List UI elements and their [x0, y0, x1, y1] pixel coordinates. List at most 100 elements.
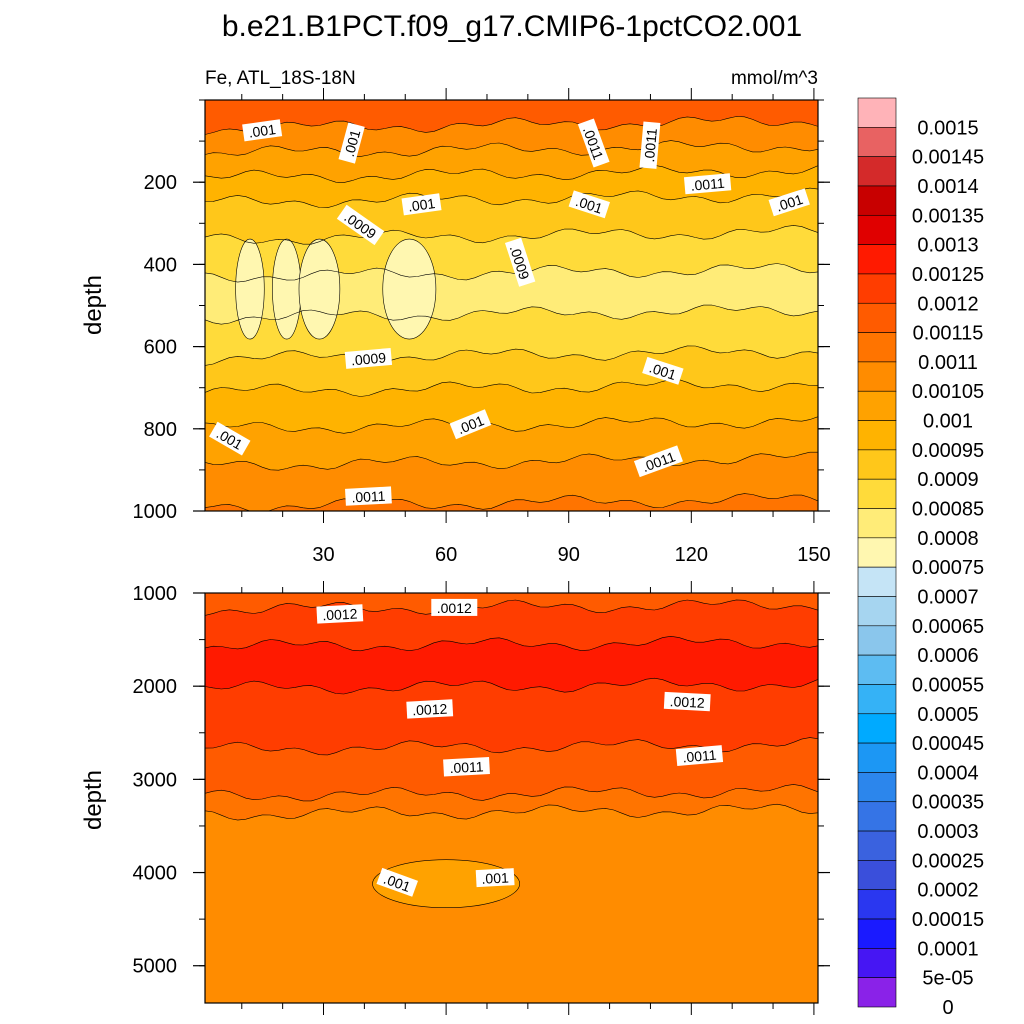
contour-line [205, 116, 818, 135]
lower-ylabel: depth [80, 770, 107, 830]
contour-line [205, 416, 818, 434]
colorbar-swatch [857, 772, 897, 803]
colorbar-label: 0.0012 [917, 293, 978, 315]
colorbar-label: 0.0005 [917, 704, 978, 726]
contour-label-text: .001 [481, 869, 509, 886]
colorbar-label: 0.00025 [912, 850, 984, 872]
colorbar-swatch [857, 830, 897, 861]
colorbar-swatch [857, 860, 897, 891]
colorbar-label: 0.00075 [912, 557, 984, 579]
contour-label-box [209, 421, 251, 456]
colorbar-label: 0.0002 [917, 880, 978, 902]
colorbar-label: 0.00015 [912, 909, 984, 931]
colorbar-label: 0.0014 [917, 176, 978, 198]
contour-label-text: .0012 [322, 606, 358, 624]
contour-label-box [568, 190, 610, 219]
colorbar-label: 0.00145 [912, 147, 984, 169]
colorbar-label: 0 [942, 997, 953, 1019]
upper-ylabel: depth [80, 275, 107, 335]
colorbar-label: 0.00115 [913, 323, 984, 345]
contour-label-box [338, 122, 365, 164]
y-tick-label: 800 [144, 419, 177, 441]
contour-label-box [683, 173, 732, 195]
contour-label-box [504, 237, 536, 287]
x-tick-label: 150 [797, 544, 830, 566]
contour-label-box [443, 757, 490, 777]
y-tick-label: 2000 [133, 676, 178, 698]
contour-line [205, 164, 818, 183]
lower-panel: .0012.0012.0012.0012.0011.0011.001.001 1… [80, 581, 830, 1015]
y-tick-label: 600 [144, 337, 177, 359]
contour-label-text: .0011 [449, 758, 484, 776]
contour-label-box [345, 486, 392, 506]
contour-label: .0011 [443, 757, 490, 777]
contour-label-box [406, 699, 454, 719]
colorbar-swatch [857, 713, 897, 744]
y-tick-label: 400 [144, 254, 177, 276]
contour-label-box [633, 445, 683, 478]
contour-label-text: .0011 [690, 175, 725, 194]
colorbar-label: 0.001 [923, 411, 973, 433]
contour-label-box [344, 347, 393, 369]
contour-core [272, 238, 302, 340]
colorbar-label: 0.00065 [912, 616, 984, 638]
colorbar-label: 0.00095 [912, 440, 984, 462]
contour-label: .0012 [663, 691, 711, 712]
colorbar-label: 0.0004 [917, 762, 978, 784]
contour-line [205, 451, 818, 471]
contour-label: .001 [338, 122, 365, 164]
colorbar: 0.0015 0.00145 0.0014 0.00135 0.0013 0.00125 0… [857, 97, 984, 1019]
contour-label-box [642, 356, 684, 385]
colorbar-label: 5e-05 [922, 968, 973, 990]
colorbar-swatch [857, 889, 897, 920]
contour-label-box [639, 121, 661, 169]
contour-core [235, 238, 265, 340]
contour-band [205, 493, 818, 511]
contour-label-box [475, 868, 515, 888]
chart-title: b.e21.B1PCT.f09_g17.CMIP6-1pctCO2.001 [222, 10, 802, 43]
colorbar-swatch [857, 625, 897, 656]
contour-line [205, 379, 818, 397]
contour-label-text: .001 [248, 121, 277, 141]
colorbar-swatch [857, 449, 897, 480]
colorbar-swatch [857, 566, 897, 597]
x-tick-label: 120 [675, 544, 708, 566]
y-tick-label: 4000 [133, 863, 178, 885]
x-tick-label: 30 [312, 544, 334, 566]
colorbar-swatch [857, 977, 897, 1008]
x-tick-label: 60 [435, 544, 457, 566]
colorbar-label: 0.0015 [917, 117, 978, 139]
contour-line [205, 784, 818, 802]
colorbar-swatch [857, 214, 897, 245]
contour-label-text: .0011 [351, 488, 386, 506]
colorbar-swatch [857, 156, 897, 187]
contour-label-text: .001 [407, 195, 436, 215]
contour-line [205, 140, 818, 157]
contour-line [205, 635, 818, 652]
contour-label-text: .0009 [350, 349, 387, 368]
x-tick-label: 90 [558, 544, 580, 566]
contour-label-text: .0012 [437, 600, 472, 616]
colorbar-label: 0.0007 [917, 586, 978, 608]
contour-line [205, 187, 818, 209]
contour-label-box [316, 604, 364, 624]
contour-label: .001 [475, 868, 515, 888]
colorbar-label: 0.00125 [912, 264, 984, 286]
contour-label: .0012 [406, 699, 454, 719]
colorbar-label: 0.00135 [912, 205, 984, 227]
contour-label: .0011 [639, 121, 661, 169]
contour-label: .0011 [345, 486, 392, 506]
contour-core [298, 238, 341, 340]
colorbar-swatch [857, 244, 897, 275]
colorbar-swatch [857, 801, 897, 832]
colorbar-swatch [857, 684, 897, 715]
colorbar-swatch [857, 742, 897, 773]
contour-line [205, 599, 818, 616]
contour-line [205, 493, 818, 511]
colorbar-label: 0.00085 [912, 499, 984, 521]
colorbar-label: 0.00035 [912, 792, 984, 814]
contour-label-box [242, 119, 283, 142]
contour-line [205, 263, 818, 283]
contour-label: .0009 [344, 347, 393, 369]
